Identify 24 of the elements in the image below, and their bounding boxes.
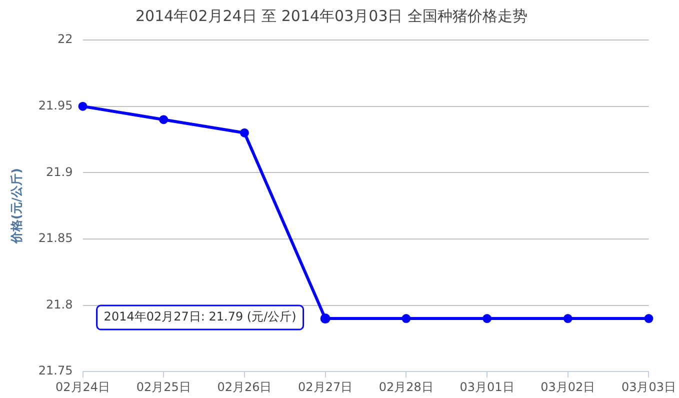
x-tick-label: 02月28日 [378, 380, 434, 394]
point [78, 102, 88, 111]
x-tick-label: 02月26日 [217, 380, 272, 394]
y-axis-title: 价格(元/公斤) [9, 168, 24, 244]
annotation: 2014年02月27日: 21.79 (元/公斤) [104, 310, 296, 324]
x-tick-label: 02月25日 [136, 380, 191, 394]
point [644, 314, 654, 324]
y-tick-label: 21.8 [46, 297, 73, 312]
y-tick-label: 22 [57, 32, 73, 46]
y-tick-label: 21.95 [38, 98, 73, 112]
x-tick-label: 02月27日 [298, 380, 353, 394]
x-tick-label: 02月24日 [55, 380, 110, 394]
point [240, 128, 249, 138]
y-tick-label: 21.85 [38, 231, 73, 246]
point [563, 314, 572, 324]
x-tick-label: 03月03日 [621, 380, 676, 394]
chart-title: 2014年02月24日 至 2014年03月03日 全国种猪价格走势 [136, 6, 528, 25]
x-tick-label: 03月01日 [460, 380, 514, 394]
point [402, 314, 411, 324]
point [482, 314, 492, 324]
y-tick-label: 21.9 [46, 164, 73, 179]
point [159, 115, 168, 124]
x-tick-label: 03月02日 [540, 380, 596, 394]
y-tick-label: 21.75 [38, 364, 73, 378]
